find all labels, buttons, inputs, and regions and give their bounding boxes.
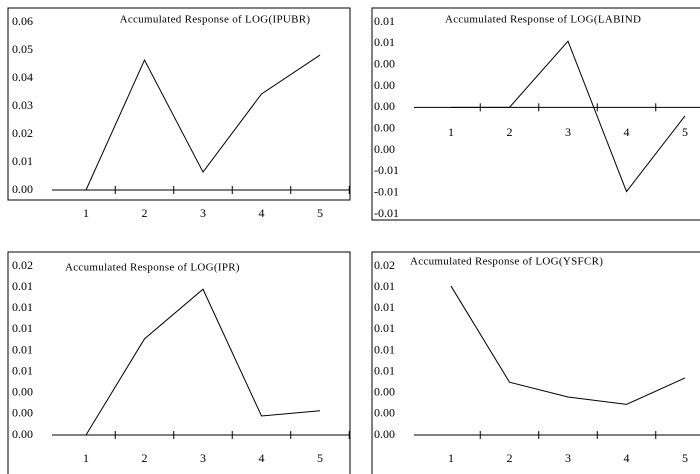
panel-frame xyxy=(371,251,700,474)
y-tick-label: 0.01 xyxy=(12,300,33,314)
panel-frame xyxy=(7,251,351,474)
line xyxy=(451,40,686,193)
x-tick-label: 3 xyxy=(565,451,571,465)
panel-frame xyxy=(371,7,700,221)
chart-title: Accumulated Response of LOG(LABIND xyxy=(445,14,641,26)
x-tick-label: 4 xyxy=(259,451,265,465)
y-tick-label: 0.00 xyxy=(374,385,395,399)
y-tick-label: 0.00 xyxy=(374,406,395,420)
y-tick-label: 0.02 xyxy=(374,258,395,272)
x-tick-label: 2 xyxy=(142,451,148,465)
x-tick-label: 2 xyxy=(507,125,513,139)
y-tick-label: 0.01 xyxy=(374,300,395,314)
x-tick-label: 3 xyxy=(200,206,206,220)
x-tick-label: 4 xyxy=(624,125,630,139)
x-tick-label: 1 xyxy=(83,206,89,220)
x-tick-label: 5 xyxy=(682,125,688,139)
y-tick-label: 0.01 xyxy=(12,154,33,168)
line xyxy=(450,285,686,405)
y-tick-label: 0.00 xyxy=(12,182,33,196)
x-tick-label: 3 xyxy=(565,125,571,139)
y-tick-label: 0.02 xyxy=(12,258,33,272)
y-tick-label: 0.00 xyxy=(374,427,395,441)
line xyxy=(85,54,321,191)
y-tick-label: 0.00 xyxy=(374,142,395,156)
y-tick-label: 0.01 xyxy=(12,342,33,356)
y-tick-label: 0.04 xyxy=(12,70,33,84)
y-tick-label: 0.05 xyxy=(12,42,33,56)
y-tick-label: 0.00 xyxy=(12,427,33,441)
panel-frame xyxy=(7,7,351,201)
x-tick-label: 4 xyxy=(624,451,630,465)
line xyxy=(85,288,321,436)
y-tick-label: 0.01 xyxy=(12,279,33,293)
y-tick-label: 0.01 xyxy=(12,363,33,377)
y-tick-label: 0.00 xyxy=(12,385,33,399)
y-tick-label: 0.03 xyxy=(12,98,33,112)
y-tick-label: 0.02 xyxy=(12,126,33,140)
y-tick-label: 0.00 xyxy=(374,99,395,113)
x-tick-label: 2 xyxy=(142,206,148,220)
y-tick-label: 0.00 xyxy=(374,120,395,134)
y-tick-label: 0.00 xyxy=(374,56,395,70)
y-tick-label: 0.01 xyxy=(374,35,395,49)
y-tick-label: 0.01 xyxy=(374,363,395,377)
x-tick-label: 2 xyxy=(507,451,513,465)
y-tick-label: 0.06 xyxy=(12,14,33,28)
y-tick-label: 0.01 xyxy=(374,321,395,335)
x-tick-label: 4 xyxy=(259,206,265,220)
y-tick-label: 0.00 xyxy=(374,78,395,92)
y-tick-label: 0.01 xyxy=(374,342,395,356)
chart-title: Accumulated Response of LOG(IPUBR) xyxy=(120,14,311,26)
x-tick-label: 1 xyxy=(448,125,454,139)
x-tick-label: 3 xyxy=(200,451,206,465)
x-tick-label: 5 xyxy=(317,206,323,220)
y-tick-label: 0.01 xyxy=(12,321,33,335)
y-tick-label: -0.01 xyxy=(374,206,399,220)
x-tick-label: 1 xyxy=(448,451,454,465)
x-tick-label: 5 xyxy=(317,451,323,465)
x-tick-label: 1 xyxy=(83,451,89,465)
chart-title: Accumulated Response of LOG(IPR) xyxy=(65,262,240,274)
y-tick-label: 0.00 xyxy=(12,406,33,420)
y-tick-label: 0.01 xyxy=(374,279,395,293)
y-tick-label: -0.01 xyxy=(374,184,399,198)
y-tick-label: -0.01 xyxy=(374,163,399,177)
x-tick-label: 5 xyxy=(682,451,688,465)
chart-title: Accumulated Response of LOG(YSFCR) xyxy=(410,256,603,268)
y-tick-label: 0.01 xyxy=(374,14,395,28)
